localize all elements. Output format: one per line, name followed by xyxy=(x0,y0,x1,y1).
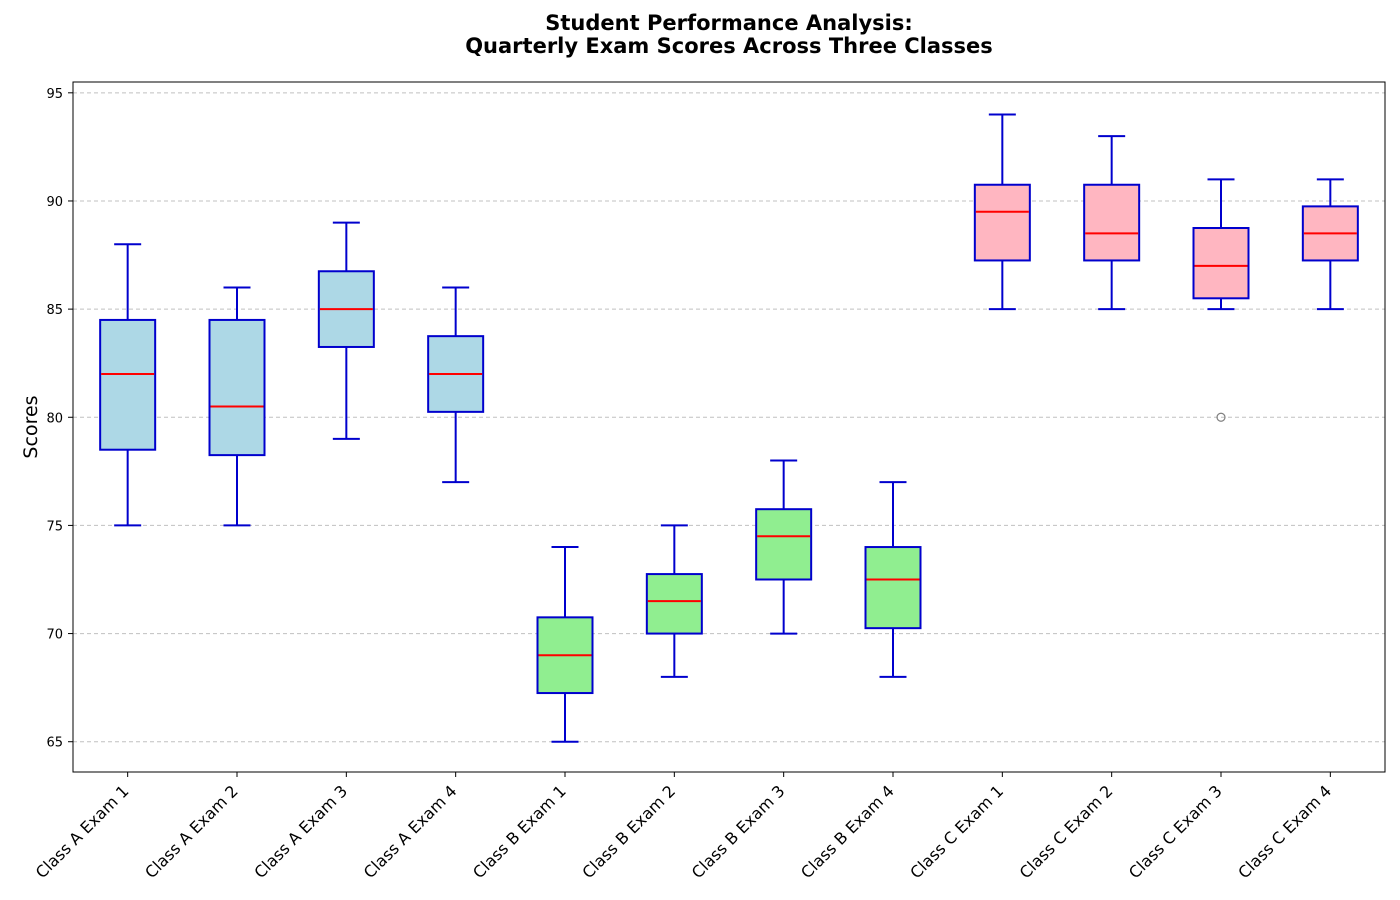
x-tick-label: Class C Exam 1 xyxy=(906,781,1007,882)
box-2 xyxy=(208,286,266,527)
y-tick-label: 90 xyxy=(46,195,63,210)
chart-title-line-2: Quarterly Exam Scores Across Three Class… xyxy=(465,34,993,58)
y-tick-label: 75 xyxy=(46,519,63,534)
x-tick-label: Class A Exam 1 xyxy=(32,781,133,882)
plot-frame xyxy=(72,81,1386,773)
y-axis-label: Scores xyxy=(20,395,42,458)
box-iqr xyxy=(1192,227,1250,300)
box-iqr xyxy=(645,573,703,635)
box-iqr xyxy=(99,318,157,451)
box-iqr xyxy=(755,508,813,581)
y-tick-label: 80 xyxy=(46,411,63,426)
x-axis: Class A Exam 1 Class A Exam 2 Class A Exam… xyxy=(32,772,1335,882)
x-tick-label: Class B Exam 1 xyxy=(469,781,570,882)
boxes-layer xyxy=(99,113,1359,743)
y-tick-label: 65 xyxy=(46,736,63,751)
x-tick-label: Class A Exam 2 xyxy=(141,781,242,882)
x-tick-label: Class B Exam 3 xyxy=(688,781,789,882)
outlier-point xyxy=(1216,412,1226,422)
box-12 xyxy=(1301,178,1359,311)
box-iqr xyxy=(864,546,922,630)
x-tick-label: Class B Exam 4 xyxy=(797,781,898,882)
box-6 xyxy=(645,524,703,678)
y-tick-label: 70 xyxy=(46,628,63,643)
box-iqr xyxy=(973,183,1031,262)
chart-title-line-1: Student Performance Analysis: xyxy=(545,11,913,35)
box-11 xyxy=(1192,178,1250,422)
box-3 xyxy=(317,221,375,440)
x-tick-label: Class A Exam 3 xyxy=(250,781,351,882)
x-tick-label: Class B Exam 2 xyxy=(578,781,679,882)
box-7 xyxy=(755,459,813,635)
y-tick-label: 95 xyxy=(46,87,63,102)
box-5 xyxy=(536,546,594,743)
grid-layer xyxy=(73,92,1385,743)
x-tick-label: Class C Exam 4 xyxy=(1234,781,1335,882)
x-tick-label: Class A Exam 4 xyxy=(360,781,461,882)
box-1 xyxy=(99,243,157,527)
y-axis: 65 70 75 80 85 90 95 xyxy=(46,87,73,751)
box-9 xyxy=(973,113,1031,311)
box-iqr xyxy=(1083,183,1141,262)
box-iqr xyxy=(208,318,266,457)
box-4 xyxy=(427,286,485,484)
box-8 xyxy=(864,481,922,678)
box-10 xyxy=(1083,135,1141,311)
x-tick-label: Class C Exam 2 xyxy=(1016,781,1117,882)
x-tick-label: Class C Exam 3 xyxy=(1125,781,1226,882)
y-tick-label: 85 xyxy=(46,303,63,318)
